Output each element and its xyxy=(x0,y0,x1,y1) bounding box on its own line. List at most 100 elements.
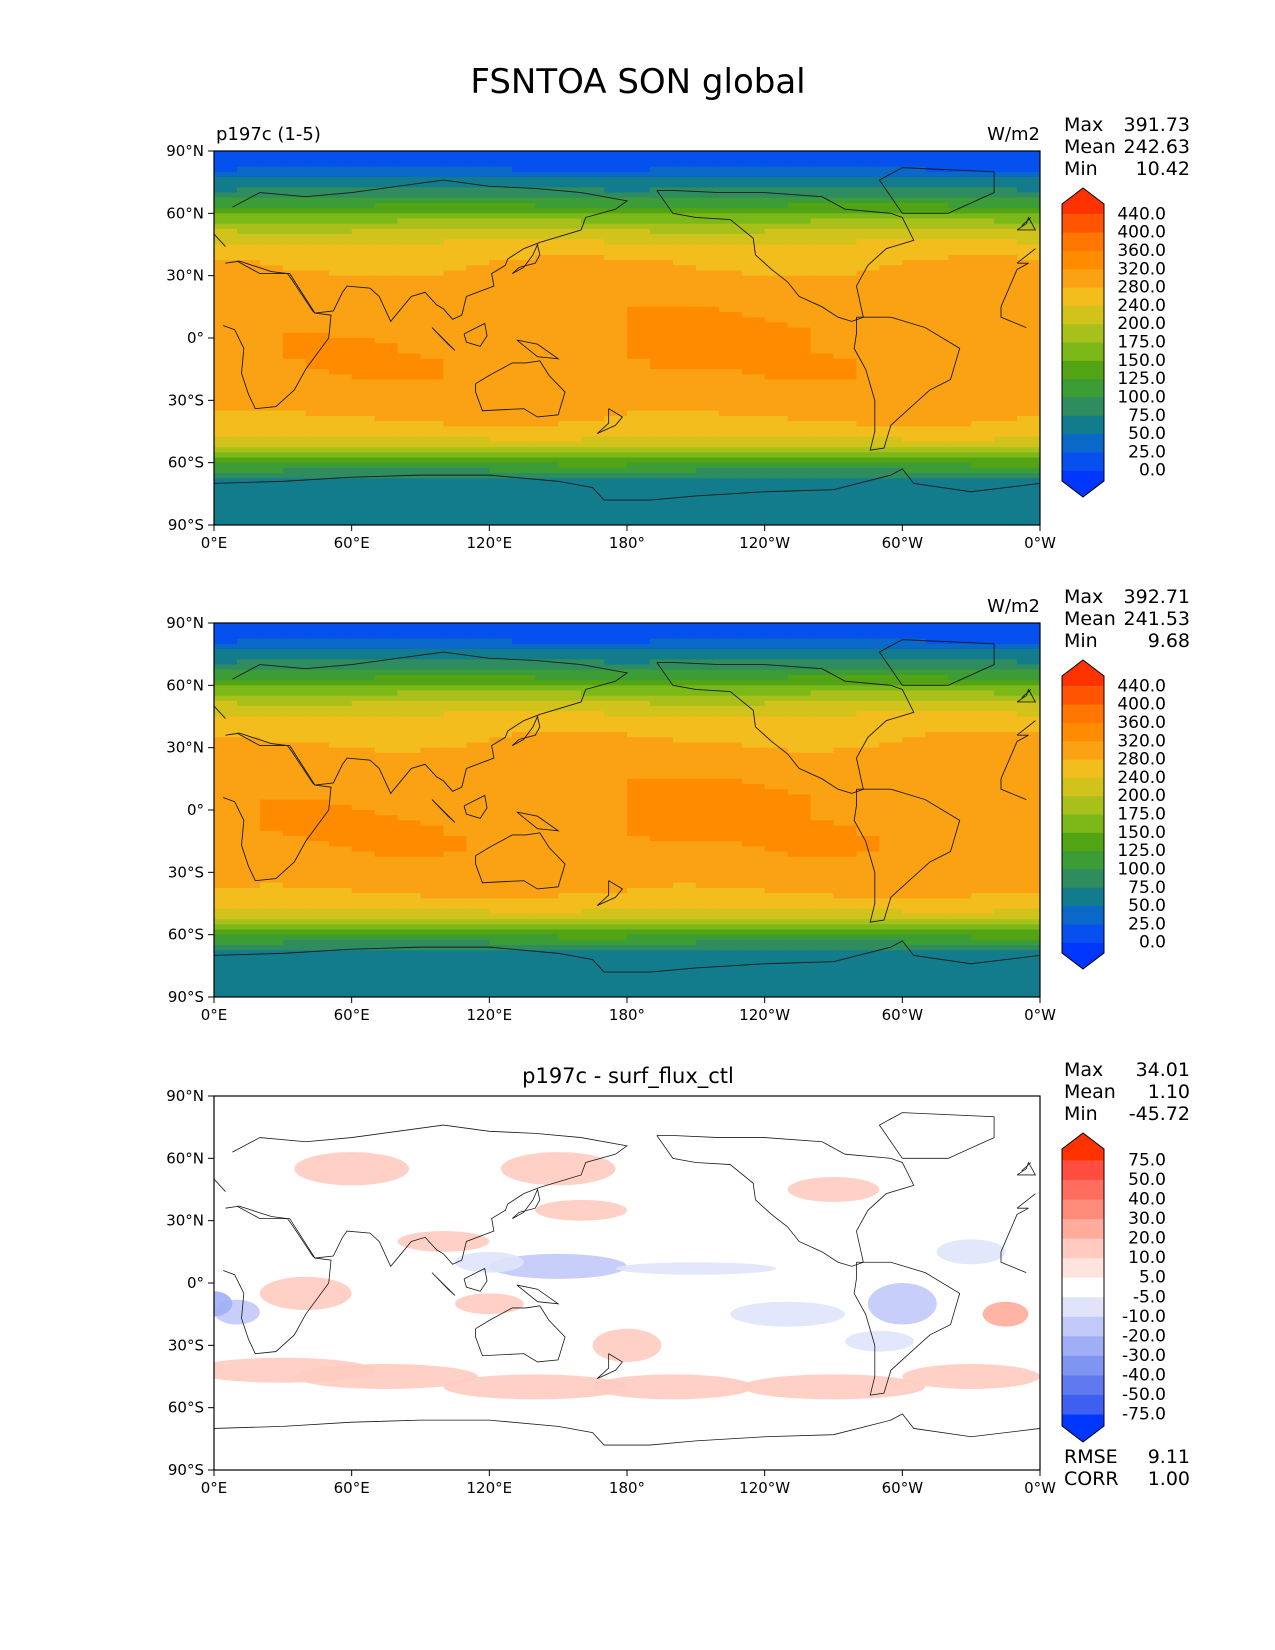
colorbar-band xyxy=(1062,1355,1104,1376)
coastlines-test xyxy=(214,167,1040,501)
colorbar-extend-max xyxy=(1062,660,1104,687)
colorbar-tick-label: 25.0 xyxy=(1128,914,1166,934)
stat-label: Mean xyxy=(1064,1081,1116,1103)
colorbar-tick-label: 50.0 xyxy=(1128,424,1166,444)
colorbar-outline xyxy=(1061,659,1105,970)
colorbar-tick-label: 320.0 xyxy=(1117,731,1166,751)
stat-value: 242.63 xyxy=(1124,136,1190,158)
colorbar-tick-label: 40.0 xyxy=(1128,1190,1166,1210)
colorbar-outline xyxy=(1061,187,1105,498)
colorbar-extend-max xyxy=(1062,188,1104,215)
x-tick-label: 60°E xyxy=(334,1479,370,1497)
metric-value: 1.00 xyxy=(1148,1468,1190,1490)
y-tick-label: 90°N xyxy=(166,1087,204,1105)
colorbar-extend-min xyxy=(1062,470,1104,497)
field-test xyxy=(214,151,1040,525)
colorbar-tick-label: -30.0 xyxy=(1122,1346,1166,1366)
y-tick-label: 90°S xyxy=(168,988,204,1006)
colorbar-band xyxy=(1062,1238,1104,1259)
colorbar-band xyxy=(1062,924,1104,944)
colorbar-band xyxy=(1062,741,1104,761)
colorbar-tick-label: 0.0 xyxy=(1139,933,1166,953)
y-tick-label: 0° xyxy=(187,329,204,347)
panel-reference: 0°E 60°E 120°E 180° 120°W 60°W 0°W 90°N 60°N 30°N… xyxy=(166,586,1190,1024)
colorbar-band xyxy=(1062,415,1104,435)
x-tick-label: 0°W xyxy=(1024,534,1056,552)
colorbar-tick-label: 175.0 xyxy=(1117,333,1166,353)
coastlines-difference xyxy=(214,1112,1040,1446)
colorbar-tick-label: 5.0 xyxy=(1139,1268,1166,1288)
metric-label: CORR xyxy=(1064,1468,1119,1490)
stat-value: 392.71 xyxy=(1124,586,1190,608)
colorbar-band xyxy=(1062,287,1104,307)
colorbar-band xyxy=(1062,214,1104,234)
metric-label: RMSE xyxy=(1064,1446,1118,1468)
colorbar-tick-label: 440.0 xyxy=(1117,204,1166,224)
colorbar-tick-label: 400.0 xyxy=(1117,695,1166,715)
stats-box: Max 34.01 Mean 1.10 Min -45.72 xyxy=(1064,1059,1190,1125)
colorbar-tick-label: 240.0 xyxy=(1117,768,1166,788)
colorbar-band xyxy=(1062,324,1104,343)
stat-label: Mean xyxy=(1064,136,1116,158)
colorbar-band xyxy=(1062,379,1104,398)
y-tick-label: 60°N xyxy=(166,1149,204,1167)
colorbar-tick-label: 50.0 xyxy=(1128,1170,1166,1190)
colorbar-band xyxy=(1062,704,1104,724)
colorbar-band xyxy=(1062,1180,1104,1201)
x-tick-label: 120°E xyxy=(467,534,513,552)
y-tick-label: 60°N xyxy=(166,676,204,694)
colorbar-band xyxy=(1062,887,1104,907)
panel-test: 0°E 60°E 120°E 180° 120°W 60°W 0°W 90°N 60°N 30°N… xyxy=(166,114,1190,552)
panel-difference: 0°E 60°E 120°E 180° 120°W 60°W 0°W 90°N 60°N 30°N… xyxy=(166,1059,1190,1497)
colorbar-tick-label: 75.0 xyxy=(1128,1151,1166,1171)
stat-value: 34.01 xyxy=(1136,1059,1190,1081)
y-tick-label: 30°N xyxy=(166,739,204,757)
colorbar-tick-label: -75.0 xyxy=(1122,1404,1166,1424)
colorbar-tick-label: 200.0 xyxy=(1117,786,1166,806)
colorbar-tick-label: -10.0 xyxy=(1122,1307,1166,1327)
colorbar-tick-label: -40.0 xyxy=(1122,1365,1166,1385)
colorbar-tick-label: 75.0 xyxy=(1128,406,1166,426)
colorbar-tick-label: 20.0 xyxy=(1128,1229,1166,1249)
x-tick-label: 180° xyxy=(609,1006,645,1024)
metrics-box: RMSE 9.11 CORR 1.00 xyxy=(1064,1446,1190,1490)
stat-value: 9.68 xyxy=(1148,630,1190,652)
colorbar-tick-label: 75.0 xyxy=(1128,878,1166,898)
figure-title: FSNTOA SON global xyxy=(470,62,805,102)
colorbar-tick-label: 280.0 xyxy=(1117,278,1166,298)
colorbar-band xyxy=(1062,434,1104,453)
panel-left-title: p197c (1-5) xyxy=(216,124,321,145)
y-tick-label: 60°S xyxy=(168,1399,204,1417)
metric-value: 9.11 xyxy=(1148,1446,1190,1468)
colorbar-outline xyxy=(1061,1132,1105,1443)
x-tick-label: 60°W xyxy=(882,1006,924,1024)
stats-box: Max 392.71 Mean 241.53 Min 9.68 xyxy=(1064,586,1190,652)
stat-label: Max xyxy=(1064,1059,1103,1081)
x-tick-label: 60°W xyxy=(882,1479,924,1497)
y-tick-label: 90°N xyxy=(166,614,204,632)
stat-value: 10.42 xyxy=(1136,158,1190,180)
x-tick-label: 180° xyxy=(609,534,645,552)
colorbar: 440.0400.0360.0320.0280.0240.0200.0175.0… xyxy=(1061,187,1166,498)
colorbar-tick-label: 100.0 xyxy=(1117,859,1166,879)
panel-title: p197c - surf_flux_ctl xyxy=(522,1064,734,1089)
y-tick-label: 60°S xyxy=(168,926,204,944)
colorbar-tick-label: 125.0 xyxy=(1117,841,1166,861)
y-tick-label: 30°N xyxy=(166,267,204,285)
x-tick-label: 0°E xyxy=(201,534,228,552)
colorbar-tick-label: 400.0 xyxy=(1117,223,1166,243)
colorbar-tick-label: -20.0 xyxy=(1122,1326,1166,1346)
stat-value: -45.72 xyxy=(1129,1103,1190,1125)
axis-ticks-reference: 0°E 60°E 120°E 180° 120°W 60°W 0°W 90°N 60°N 30°N… xyxy=(166,614,1056,1024)
axis-ticks-test: 0°E 60°E 120°E 180° 120°W 60°W 0°W 90°N 60°N 30°N… xyxy=(166,142,1056,552)
x-tick-label: 120°E xyxy=(467,1006,513,1024)
stat-label: Min xyxy=(1064,630,1098,652)
y-tick-label: 0° xyxy=(187,801,204,819)
colorbar-band xyxy=(1062,1394,1104,1415)
colorbar-band xyxy=(1062,1336,1104,1357)
colorbar-tick-label: 50.0 xyxy=(1128,896,1166,916)
colorbar-band xyxy=(1062,1258,1104,1279)
colorbar-tick-label: 150.0 xyxy=(1117,823,1166,843)
x-tick-label: 120°E xyxy=(467,1479,513,1497)
